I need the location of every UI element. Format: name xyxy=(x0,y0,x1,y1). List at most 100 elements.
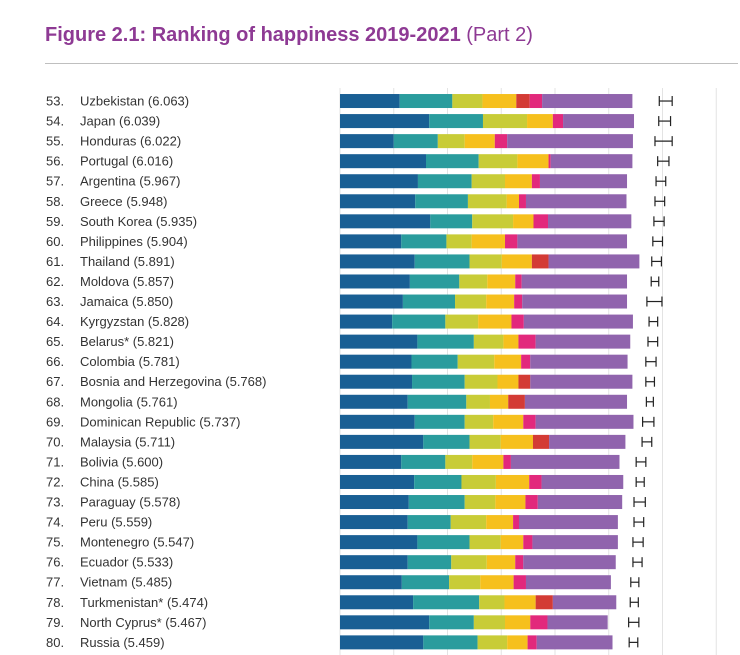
bar-segment xyxy=(505,234,518,249)
bar-segment xyxy=(429,615,474,630)
bar-segment xyxy=(340,94,400,109)
country-label: Ecuador (5.533) xyxy=(80,555,173,570)
bar-segment xyxy=(417,334,474,349)
bar-segment xyxy=(464,374,498,389)
country-label: Uzbekistan (6.063) xyxy=(80,94,189,109)
bar-segment xyxy=(445,314,479,329)
bar-segment xyxy=(469,254,502,269)
bar-segment xyxy=(340,134,394,149)
bar-segment xyxy=(464,134,495,149)
rank-number: 79. xyxy=(46,615,64,630)
bar-segment xyxy=(430,214,473,229)
bar-segment xyxy=(417,535,470,550)
bar-segment xyxy=(517,234,628,249)
rank-number: 64. xyxy=(46,314,64,329)
rank-number: 72. xyxy=(46,474,64,489)
country-label: Peru (5.559) xyxy=(80,515,152,530)
bar-segment xyxy=(535,595,553,610)
bar-segment xyxy=(531,254,549,269)
bar-segment xyxy=(467,194,507,209)
figure-title-part: (Part 2) xyxy=(466,24,533,46)
bar-segment xyxy=(340,454,402,469)
bar-segment xyxy=(461,474,496,489)
bar-segment xyxy=(479,595,505,610)
country-label: Honduras (6.022) xyxy=(80,134,181,149)
bar-segment xyxy=(535,414,634,429)
country-label: North Cyprus* (5.467) xyxy=(80,615,206,630)
bar-segment xyxy=(524,394,628,409)
bar-segment xyxy=(457,354,495,369)
bar-segment xyxy=(449,575,481,590)
bar-segment xyxy=(530,354,628,369)
bar-segment xyxy=(473,615,506,630)
rank-number: 78. xyxy=(46,595,64,610)
title-rule xyxy=(45,63,738,64)
bar-segment xyxy=(552,114,564,129)
bar-segment xyxy=(340,254,415,269)
rank-number: 60. xyxy=(46,234,64,249)
bar-segment xyxy=(500,535,524,550)
rank-number: 56. xyxy=(46,154,64,169)
country-label: Montenegro (5.547) xyxy=(80,535,194,550)
bar-segment xyxy=(340,114,430,129)
country-label: Malaysia (5.711) xyxy=(80,434,175,449)
rank-number: 66. xyxy=(46,354,64,369)
bar-segment xyxy=(542,94,633,109)
country-label: Kyrgyzstan (5.828) xyxy=(80,314,189,329)
bar-segment xyxy=(521,354,531,369)
bar-segment xyxy=(548,254,640,269)
bar-segment xyxy=(531,174,540,189)
bar-segment xyxy=(464,414,494,429)
country-label: Vietnam (5.485) xyxy=(80,575,172,590)
bar-segment xyxy=(437,134,465,149)
bar-segment xyxy=(493,414,524,429)
bar-segment xyxy=(340,474,415,489)
bar-segment xyxy=(423,635,478,650)
bar-segment xyxy=(417,174,472,189)
bar-segment xyxy=(340,414,415,429)
bar-segment xyxy=(525,495,538,510)
figure-title: Figure 2.1: Ranking of happiness 2019-20… xyxy=(45,24,533,47)
bar-segment xyxy=(451,555,487,570)
bar-segment xyxy=(464,495,496,510)
bar-segment xyxy=(511,314,524,329)
bar-segment xyxy=(452,94,483,109)
bar-segment xyxy=(508,394,525,409)
bar-segment xyxy=(535,334,631,349)
bar-segment xyxy=(548,154,551,169)
rank-number: 69. xyxy=(46,414,64,429)
bar-segment xyxy=(401,234,447,249)
bar-segment xyxy=(549,434,626,449)
bar-segment xyxy=(340,535,418,550)
bar-segment xyxy=(533,214,549,229)
bar-segment xyxy=(340,434,424,449)
bar-segment xyxy=(340,194,416,209)
country-label: Greece (5.948) xyxy=(80,194,167,209)
bar-segment xyxy=(489,394,509,409)
bar-segment xyxy=(340,274,410,289)
bar-segment xyxy=(340,394,408,409)
bar-segment xyxy=(340,495,409,510)
rank-number: 53. xyxy=(46,94,64,109)
bar-segment xyxy=(507,134,633,149)
bar-segment xyxy=(548,214,632,229)
bar-segment xyxy=(515,274,522,289)
figure-title-main: Figure 2.1: Ranking of happiness 2019-20… xyxy=(45,24,461,46)
bar-segment xyxy=(340,334,418,349)
rank-number: 80. xyxy=(46,635,64,650)
bar-segment xyxy=(501,254,532,269)
rank-number: 61. xyxy=(46,254,64,269)
bar-segment xyxy=(539,174,628,189)
bar-segment xyxy=(402,294,456,309)
bar-segment xyxy=(527,114,553,129)
bar-segment xyxy=(340,174,418,189)
bar-segment xyxy=(506,194,519,209)
bar-segment xyxy=(537,495,623,510)
country-label: Russia (5.459) xyxy=(80,635,165,650)
bar-segment xyxy=(340,635,424,650)
bar-segment xyxy=(518,374,531,389)
bar-segment xyxy=(478,314,512,329)
bar-segment xyxy=(445,454,473,469)
bar-segment xyxy=(513,515,519,530)
